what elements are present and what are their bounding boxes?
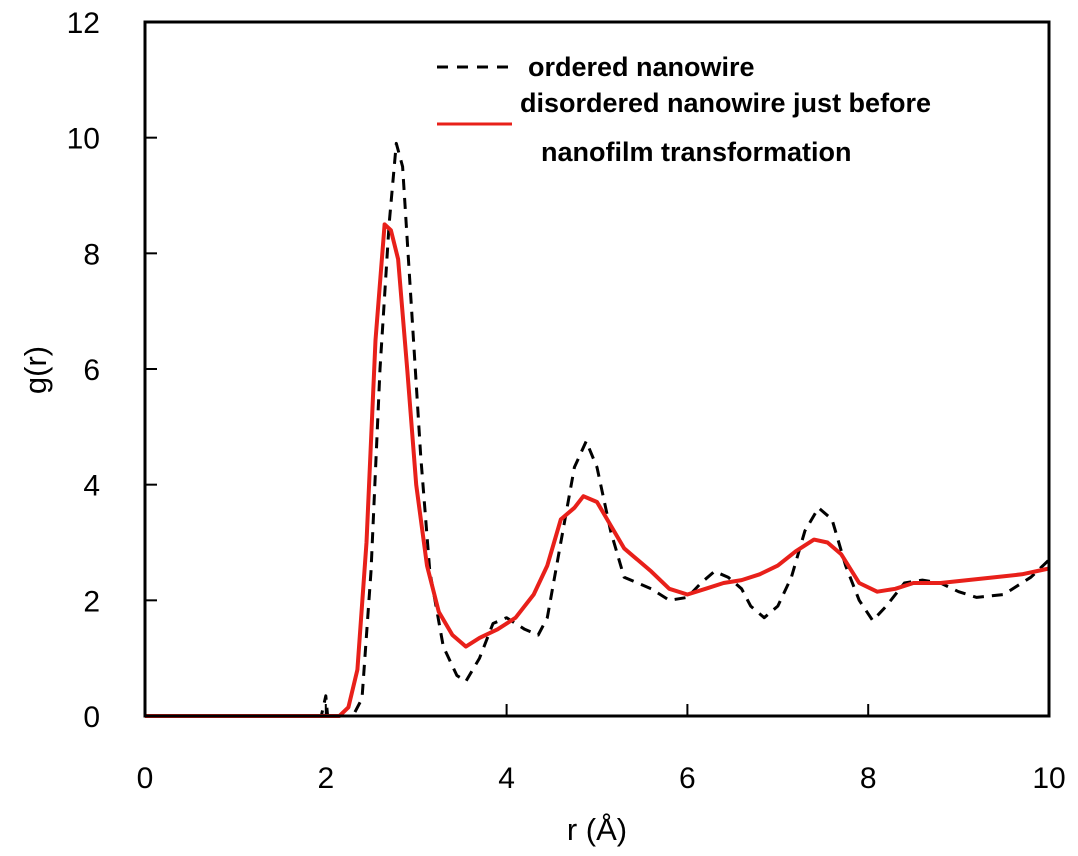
x-tick-label: 8: [860, 762, 877, 795]
y-tick-label: 0: [83, 701, 100, 734]
legend-label-disordered-line1: disordered nanowire just before: [520, 88, 931, 118]
x-tick-label: 2: [317, 762, 334, 795]
series-ordered-nanowire-line: [145, 141, 1051, 718]
legend: ordered nanowire disordered nanowire jus…: [437, 52, 931, 167]
y-tick-label: 8: [83, 238, 100, 271]
x-tick-label: 10: [1032, 762, 1065, 795]
x-tick-label: 0: [137, 762, 154, 795]
y-tick-label: 6: [83, 354, 100, 387]
series-disordered-nanowire-line: [145, 222, 1050, 718]
y-tick-label: 12: [67, 7, 100, 40]
legend-label-ordered: ordered nanowire: [528, 52, 755, 82]
ticks-layer: 0 2 4 6 8 10 0 2 4 6 8 10 12: [67, 7, 1066, 795]
y-axis-title: g(r): [18, 346, 53, 394]
legend-label-disordered-line2: nanofilm transformation: [541, 137, 852, 167]
plot-frame: [143, 20, 1051, 718]
y-tick-label: 10: [67, 123, 100, 156]
x-tick-label: 4: [498, 762, 515, 795]
x-tick-label: 6: [679, 762, 696, 795]
y-tick-label: 2: [83, 585, 100, 618]
series-layer: [145, 141, 1051, 718]
y-tick-label: 4: [83, 470, 100, 503]
x-axis-title: r (Å): [567, 812, 627, 847]
